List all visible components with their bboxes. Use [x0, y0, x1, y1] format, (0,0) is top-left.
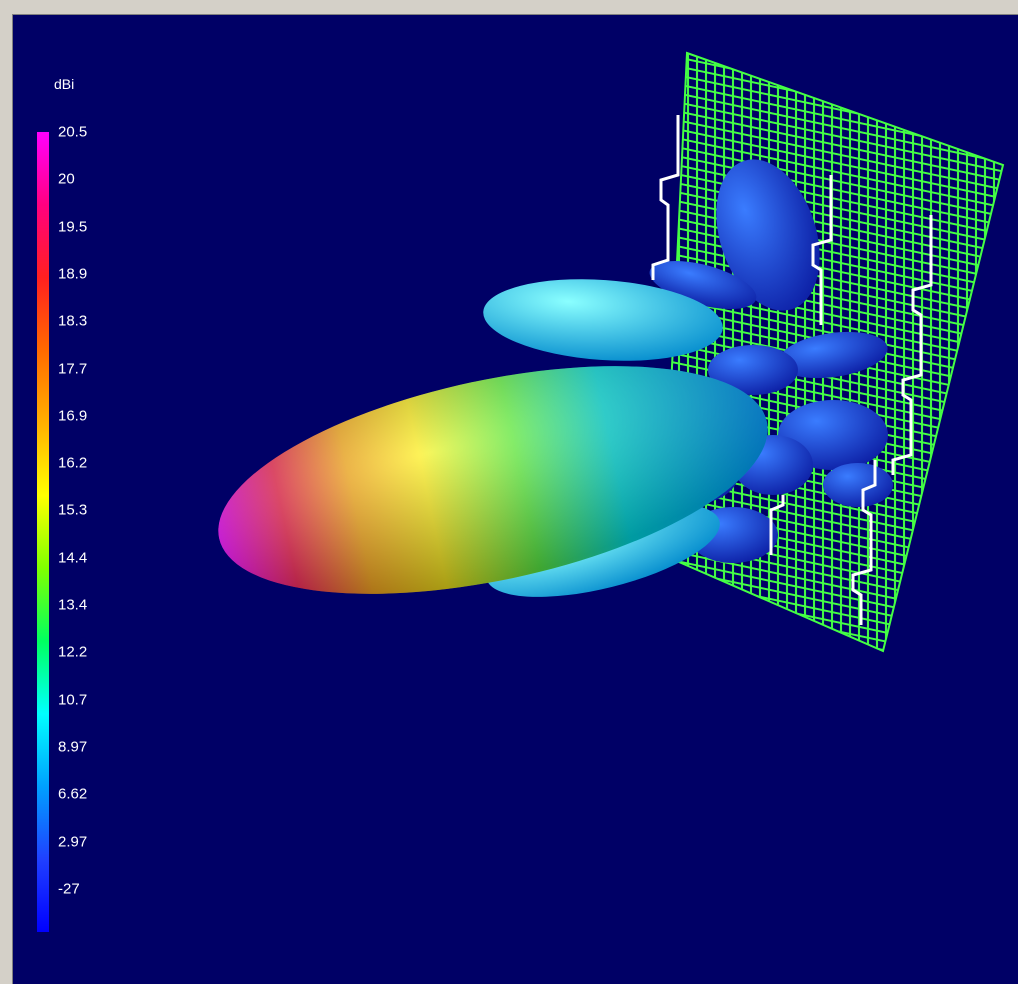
legend-unit-label: dBi — [54, 76, 75, 92]
legend-tick-label: 14.4 — [58, 549, 88, 567]
legend-tick-label: 16.9 — [58, 407, 88, 425]
legend-tick-label: 12.2 — [58, 643, 88, 661]
radiation-pattern-viewport[interactable]: dBi 20.5 20 19.5 18.9 18.3 17.7 16.9 16.2 15.3 14… — [12, 14, 1018, 984]
legend-tick-label: 18.3 — [58, 312, 88, 330]
legend-tick-label: 13.4 — [58, 596, 88, 614]
main-lobe — [218, 366, 768, 594]
legend-tick-label: 16.2 — [58, 454, 88, 472]
legend-tick-label: 17.7 — [58, 360, 88, 377]
3d-radiation-pattern[interactable] — [13, 15, 1018, 984]
legend-tick-label: 8.97 — [58, 738, 88, 756]
legend-tick-label: 15.3 — [58, 501, 88, 519]
legend-tick-label: 20 — [58, 170, 75, 188]
gain-color-scale — [37, 132, 49, 932]
legend-tick-label: 10.7 — [58, 691, 88, 709]
legend-tick-label: 6.62 — [58, 785, 88, 803]
legend-tick-label: 18.9 — [58, 265, 88, 283]
dipole-elements — [651, 115, 933, 625]
legend-tick-label: 19.5 — [58, 218, 88, 236]
legend-tick-label: -27 — [58, 880, 80, 898]
legend-tick-label: 20.5 — [58, 123, 88, 141]
legend-tick-label: 2.97 — [58, 833, 88, 850]
back-lobes — [649, 159, 893, 563]
